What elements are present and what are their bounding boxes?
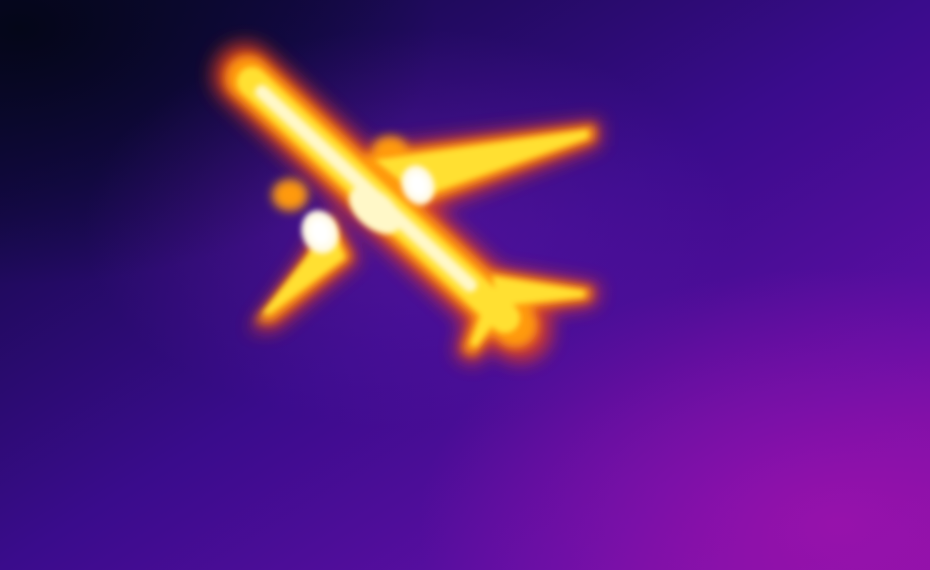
engine-right xyxy=(401,165,435,205)
engine-left xyxy=(301,210,339,254)
plane-core xyxy=(255,85,477,292)
